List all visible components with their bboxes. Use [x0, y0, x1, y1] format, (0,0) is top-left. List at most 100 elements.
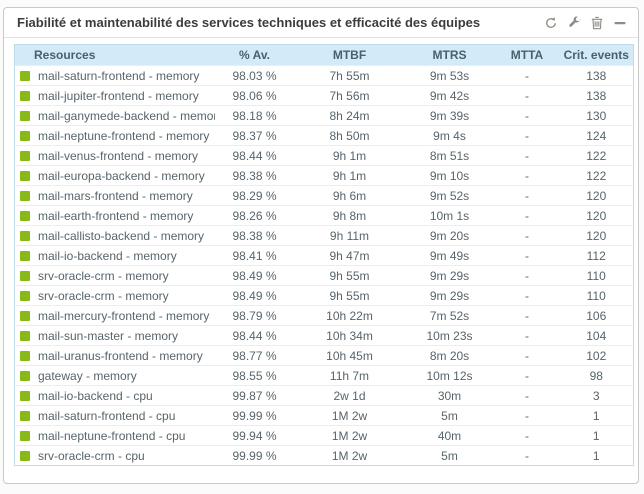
availability-cell: 98.44 % [214, 325, 295, 346]
status-ok-icon [20, 190, 30, 201]
resource-name[interactable]: mail-sun-master - memory [38, 328, 179, 343]
resource-cell: mail-sun-master - memory [14, 325, 215, 346]
column-header-resources[interactable]: Resources [14, 44, 215, 66]
resource-name[interactable]: srv-oracle-crm - memory [38, 268, 169, 283]
mtta-cell: - [494, 245, 560, 266]
status-ok-icon [20, 170, 30, 181]
status-ok-icon [20, 230, 30, 241]
status-ok-icon [20, 210, 30, 221]
column-header-mtrs[interactable]: MTRS [404, 44, 495, 66]
table-row: mail-saturn-frontend - cpu 99.99 % 1M 2w 5m… [14, 405, 634, 426]
availability-cell: 99.99 % [214, 405, 295, 426]
status-ok-icon [20, 290, 30, 301]
resource-name[interactable]: mail-venus-frontend - memory [38, 148, 199, 163]
mtbf-cell: 9h 11m [294, 225, 405, 246]
column-header-availability[interactable]: % Av. [214, 44, 295, 66]
mtta-cell: - [494, 345, 560, 366]
status-ok-icon [20, 330, 30, 341]
resource-cell: mail-ganymede-backend - memory [14, 105, 215, 126]
availability-cell: 98.49 % [214, 285, 295, 306]
resource-cell: srv-oracle-crm - cpu [14, 445, 215, 466]
resource-name[interactable]: mail-uranus-frontend - memory [38, 348, 203, 363]
mtrs-cell: 9m 10s [404, 165, 495, 186]
mtrs-cell: 9m 39s [404, 105, 495, 126]
crit-events-cell: 104 [559, 325, 634, 346]
resource-name[interactable]: mail-saturn-frontend - memory [38, 68, 200, 83]
resource-name[interactable]: mail-jupiter-frontend - memory [38, 88, 199, 103]
mtta-cell: - [494, 105, 560, 126]
mtbf-cell: 9h 1m [294, 145, 405, 166]
resource-name[interactable]: mail-europa-backend - memory [38, 168, 205, 183]
resource-name[interactable]: srv-oracle-crm - cpu [38, 448, 145, 463]
crit-events-cell: 110 [559, 285, 634, 306]
resource-name[interactable]: mail-io-backend - cpu [38, 388, 153, 403]
resource-cell: mail-saturn-frontend - memory [14, 65, 215, 86]
mtrs-cell: 10m 23s [404, 325, 495, 346]
crit-events-cell: 122 [559, 165, 634, 186]
availability-cell: 98.03 % [214, 65, 295, 86]
crit-events-cell: 120 [559, 205, 634, 226]
crit-events-cell: 110 [559, 265, 634, 286]
availability-cell: 98.77 % [214, 345, 295, 366]
mtta-cell: - [494, 445, 560, 466]
availability-cell: 98.55 % [214, 365, 295, 386]
resource-cell: srv-oracle-crm - memory [14, 265, 215, 286]
column-header-mtbf[interactable]: MTBF [294, 44, 405, 66]
mtta-cell: - [494, 385, 560, 406]
mtbf-cell: 10h 34m [294, 325, 405, 346]
resource-name[interactable]: srv-oracle-crm - memory [38, 288, 169, 303]
availability-cell: 99.87 % [214, 385, 295, 406]
crit-events-cell: 1 [559, 425, 634, 446]
crit-events-cell: 130 [559, 105, 634, 126]
trash-icon[interactable] [590, 16, 604, 30]
mtbf-cell: 10h 22m [294, 305, 405, 326]
resource-name[interactable]: mail-neptune-frontend - cpu [38, 428, 186, 443]
availability-cell: 98.06 % [214, 85, 295, 106]
mtbf-cell: 9h 1m [294, 165, 405, 186]
table-row: mail-venus-frontend - memory 98.44 % 9h 1m… [14, 145, 634, 166]
crit-events-cell: 138 [559, 65, 634, 86]
status-ok-icon [20, 90, 30, 101]
resource-cell: mail-io-backend - cpu [14, 385, 215, 406]
mtta-cell: - [494, 305, 560, 326]
resource-name[interactable]: gateway - memory [38, 368, 137, 383]
mtta-cell: - [494, 85, 560, 106]
mtrs-cell: 8m 20s [404, 345, 495, 366]
availability-cell: 98.44 % [214, 145, 295, 166]
status-ok-icon [20, 390, 30, 401]
table-row: mail-io-backend - memory 98.41 % 9h 47m 9m … [14, 245, 634, 266]
table-row: mail-callisto-backend - memory 98.38 % 9h … [14, 225, 634, 246]
mtbf-cell: 9h 6m [294, 185, 405, 206]
resource-name[interactable]: mail-saturn-frontend - cpu [38, 408, 176, 423]
status-ok-icon [20, 250, 30, 261]
status-ok-icon [20, 410, 30, 421]
availability-cell: 98.38 % [214, 165, 295, 186]
resource-name[interactable]: mail-mercury-frontend - memory [38, 308, 210, 323]
column-header-mtta[interactable]: MTTA [494, 44, 560, 66]
mtrs-cell: 8m 51s [404, 145, 495, 166]
crit-events-cell: 1 [559, 445, 634, 466]
mtbf-cell: 7h 56m [294, 85, 405, 106]
status-ok-icon [20, 110, 30, 121]
mtrs-cell: 5m [404, 445, 495, 466]
resource-name[interactable]: mail-io-backend - memory [38, 248, 177, 263]
resource-cell: mail-neptune-frontend - memory [14, 125, 215, 146]
wrench-icon[interactable] [567, 16, 581, 30]
crit-events-cell: 106 [559, 305, 634, 326]
resource-name[interactable]: mail-ganymede-backend - memory [38, 108, 215, 123]
resource-name[interactable]: mail-mars-frontend - memory [38, 188, 193, 203]
column-header-crit-events[interactable]: Crit. events [559, 44, 634, 66]
availability-cell: 98.41 % [214, 245, 295, 266]
availability-cell: 98.18 % [214, 105, 295, 126]
mtrs-cell: 9m 49s [404, 245, 495, 266]
collapse-icon[interactable] [613, 16, 627, 30]
table-row: mail-neptune-frontend - memory 98.37 % 8h … [14, 125, 634, 146]
resource-name[interactable]: mail-neptune-frontend - memory [38, 128, 210, 143]
refresh-icon[interactable] [544, 16, 558, 30]
crit-events-cell: 120 [559, 185, 634, 206]
table-row: mail-jupiter-frontend - memory 98.06 % 7h … [14, 85, 634, 106]
resource-name[interactable]: mail-callisto-backend - memory [38, 228, 205, 243]
mtta-cell: - [494, 185, 560, 206]
resource-name[interactable]: mail-earth-frontend - memory [38, 208, 194, 223]
availability-cell: 98.37 % [214, 125, 295, 146]
